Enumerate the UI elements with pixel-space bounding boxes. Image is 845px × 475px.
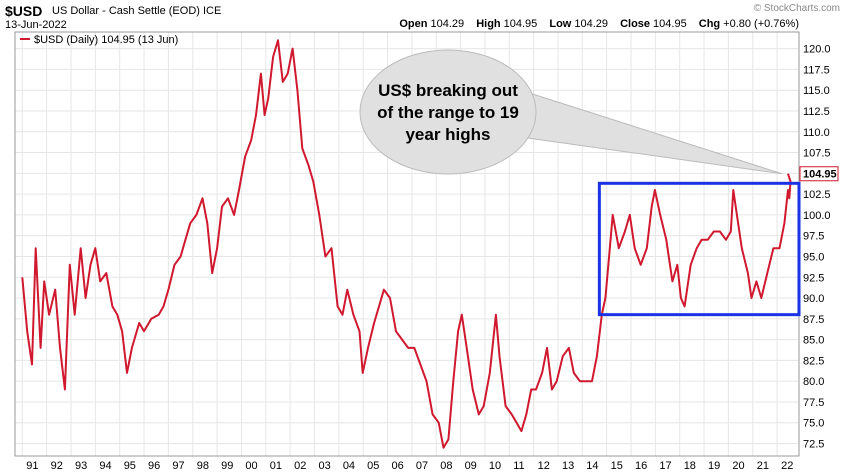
x-tick-label: 13	[562, 460, 574, 472]
y-tick-label: 72.5	[803, 439, 824, 451]
ohlc-readout: Open 104.29 High 104.95 Low 104.29 Close 104…	[399, 18, 799, 30]
x-tick-label: 12	[538, 460, 550, 472]
y-tick-label: 80.0	[803, 376, 824, 388]
y-tick-label: 120.0	[803, 44, 831, 56]
symbol-title: $USD	[5, 3, 43, 19]
x-tick-label: 21	[757, 460, 769, 472]
x-tick-label: 14	[586, 460, 598, 472]
x-tick-label: 91	[26, 460, 38, 472]
x-tick-label: 99	[221, 460, 233, 472]
grid-lines	[15, 32, 799, 456]
y-tick-label: 107.5	[803, 148, 831, 160]
y-axis: 72.5 75.0 77.5 80.0 82.5 85.0 87.5 90.0 92.5 95.0…	[803, 44, 831, 451]
x-tick-label: 02	[294, 460, 306, 472]
x-tick-label: 95	[124, 460, 136, 472]
close-label: Close	[620, 18, 651, 30]
y-tick-label: 92.5	[803, 272, 824, 284]
x-tick-label: 15	[611, 460, 623, 472]
callout-bubble: US$ breaking out of the range to 19 year…	[359, 49, 783, 175]
description-text: US Dollar - Cash Settle (EOD)	[52, 5, 200, 17]
exchange-text: ICE	[203, 5, 222, 17]
y-tick-label: 117.5	[803, 64, 830, 76]
x-tick-label: 20	[732, 460, 744, 472]
x-tick-label: 00	[245, 460, 257, 472]
last-value-box	[799, 166, 839, 182]
callout-line-1: US$ breaking out	[378, 81, 518, 100]
x-tick-label: 17	[659, 460, 671, 472]
x-tick-label: 98	[197, 460, 209, 472]
x-tick-label: 19	[708, 460, 720, 472]
x-tick-label: 01	[270, 460, 282, 472]
callout-line-3: year highs	[405, 125, 490, 144]
y-tick-label: 75.0	[803, 418, 824, 430]
high-value: 104.95	[503, 18, 538, 30]
open-value: 104.29	[430, 18, 465, 30]
x-tick-label: 04	[343, 460, 355, 472]
callout-ellipse	[359, 49, 537, 175]
y-tick-label: 100.0	[803, 210, 831, 222]
x-axis: 91 92 93 94 95 96 97 98 99 00 01 02 03 04 05 06 07 08 09 10…	[26, 460, 793, 472]
x-tick-label: 05	[367, 460, 379, 472]
y-tick-label: 90.0	[803, 293, 824, 305]
chg-label: Chg	[698, 18, 721, 30]
x-tick-label: 06	[392, 460, 404, 472]
open-label: Open	[399, 18, 428, 30]
legend: $USD (Daily) 104.95 (13 Jun)	[20, 34, 178, 46]
x-tick-label: 09	[465, 460, 477, 472]
symbol-description: US Dollar - Cash Settle (EOD) ICE	[52, 5, 221, 17]
y-tick-label: 102.5	[803, 189, 831, 201]
y-tick-label: 77.5	[803, 397, 824, 409]
x-tick-label: 08	[440, 460, 452, 472]
y-tick-label: 97.5	[803, 231, 824, 243]
y-tick-label: 110.0	[803, 127, 830, 139]
trading-range-box	[597, 181, 801, 317]
y-tick-label: 95.0	[803, 251, 824, 263]
y-tick-label: 82.5	[803, 355, 824, 367]
x-tick-label: 18	[684, 460, 696, 472]
y-tick-label: 87.5	[803, 314, 824, 326]
chart-header: $USD US Dollar - Cash Settle (EOD) ICE 1…	[0, 0, 845, 32]
high-label: High	[476, 18, 501, 30]
y-tick-label: 115.0	[803, 85, 830, 97]
chart-date: 13-Jun-2022	[5, 19, 67, 31]
x-tick-label: 92	[51, 460, 63, 472]
x-tick-label: 03	[318, 460, 330, 472]
last-value-label: 104.95	[803, 169, 837, 181]
low-label: Low	[549, 18, 572, 30]
x-tick-label: 07	[416, 460, 428, 472]
y-tick-label: 112.5	[803, 106, 830, 118]
chg-value: +0.80 (+0.76%)	[723, 18, 799, 30]
copyright-text: © StockCharts.com	[753, 3, 840, 14]
x-tick-label: 10	[489, 460, 501, 472]
x-tick-label: 22	[781, 460, 793, 472]
x-tick-label: 93	[75, 460, 87, 472]
x-tick-label: 94	[99, 460, 111, 472]
low-value: 104.29	[574, 18, 609, 30]
usd-price-line	[21, 39, 792, 449]
x-tick-label: 97	[172, 460, 184, 472]
x-tick-label: 11	[513, 460, 524, 472]
last-value-tag: 104.95	[799, 166, 839, 182]
close-value: 104.95	[653, 18, 687, 30]
callout-line-2: of the range to 19	[377, 103, 519, 122]
x-tick-label: 96	[148, 460, 160, 472]
legend-label: $USD (Daily) 104.95 (13 Jun)	[34, 34, 178, 46]
y-tick-label: 85.0	[803, 335, 824, 347]
x-tick-label: 16	[635, 460, 647, 472]
